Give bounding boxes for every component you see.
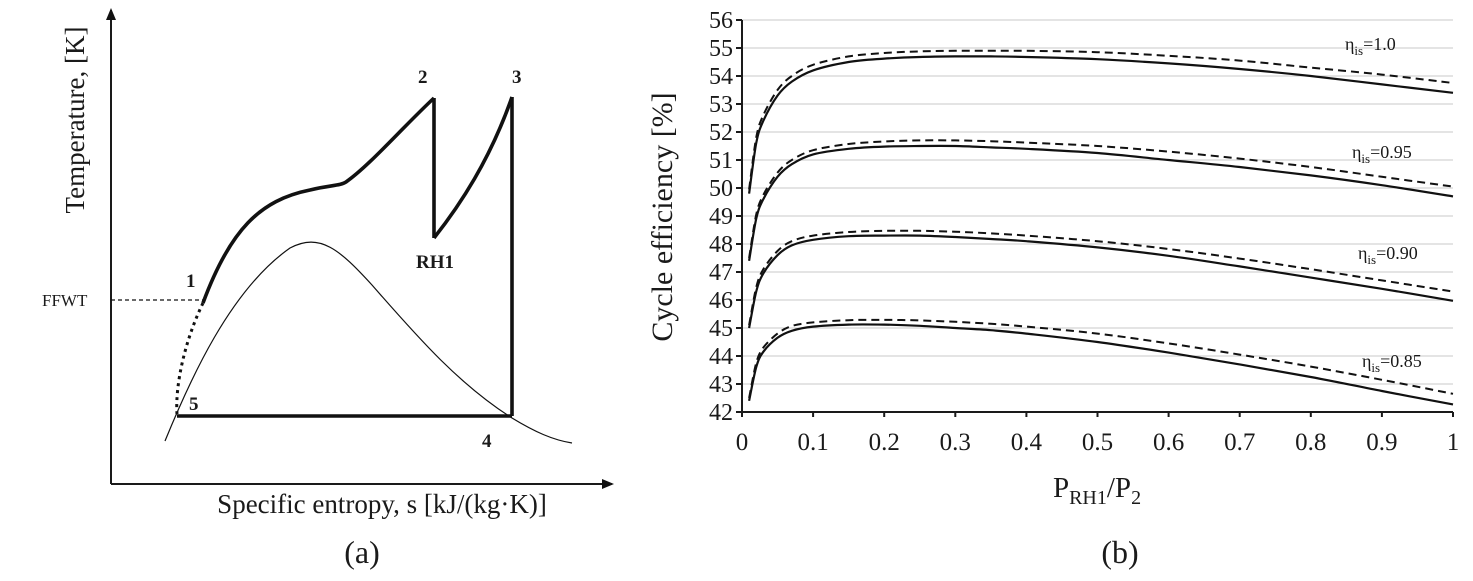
curve-label-value-1: =0.95 xyxy=(1370,142,1412,162)
point-label-5: 5 xyxy=(189,394,199,415)
chart-y-axis-label: Cycle efficiency [%] xyxy=(646,92,679,341)
y-tick-label-6: 48 xyxy=(709,232,733,258)
y-tick-label-1: 43 xyxy=(709,372,733,398)
curve-label-value-2: =0.90 xyxy=(1376,243,1418,263)
pump-segment xyxy=(175,302,205,415)
y-tick-label-10: 52 xyxy=(709,120,733,146)
curve-label-eta-3: η xyxy=(1362,351,1371,371)
x-tick-label-9: 0.9 xyxy=(1366,429,1397,456)
series-line-1-0-dashed xyxy=(748,49,1454,190)
y-tick-label-12: 54 xyxy=(709,64,733,90)
chart-x-axis-label: PRH1/P2 xyxy=(1053,472,1141,509)
x-tick-label-0: 0 xyxy=(736,429,749,456)
x-tick-label-4: 0.4 xyxy=(1011,429,1043,456)
caption-b: (b) xyxy=(1101,534,1138,570)
curve-label-eta-0: η xyxy=(1345,34,1354,54)
point-label-1: 1 xyxy=(186,271,196,292)
point-label-4: 4 xyxy=(482,431,492,452)
reheat-curve xyxy=(432,96,514,240)
curve-label-2: ηis=0.90 xyxy=(1358,243,1418,267)
series-line-1-0-solid xyxy=(748,55,1454,194)
x-tick-label-7: 0.7 xyxy=(1224,429,1255,456)
ts-x-axis-label: Specific entropy, s [kJ/(kg·K)] xyxy=(217,489,547,519)
ts-diagram: Temperature, [K] Specific entropy, s [kJ… xyxy=(42,8,614,570)
caption-a: (a) xyxy=(344,534,380,570)
point-label-2: 2 xyxy=(418,67,428,88)
y-tick-label-11: 53 xyxy=(709,92,733,118)
series-line-0-90-dashed xyxy=(748,229,1454,326)
ffwt-label: FFWT xyxy=(42,291,88,310)
curve-label-sub-2: is xyxy=(1367,252,1376,267)
y-tick-label-5: 47 xyxy=(709,260,733,286)
xlabel-mid: /P xyxy=(1107,472,1131,504)
y-tick-label-14: 56 xyxy=(709,8,733,34)
xlabel-sub2: 2 xyxy=(1131,487,1141,509)
series-line-0-85-dashed xyxy=(748,318,1454,399)
curve-label-sub-1: is xyxy=(1361,151,1370,166)
curve-label-sub-3: is xyxy=(1371,360,1380,375)
saturation-dome xyxy=(164,241,573,444)
x-tick-label-5: 0.5 xyxy=(1082,429,1113,456)
curve-label-sub-0: is xyxy=(1354,43,1363,58)
grid-layer xyxy=(742,19,1453,413)
y-tick-label-7: 49 xyxy=(709,204,733,230)
ts-y-axis-label: Temperature, [K] xyxy=(60,26,90,213)
curve-label-value-3: =0.85 xyxy=(1380,351,1422,371)
xlabel-main: P xyxy=(1053,472,1069,504)
heating-curve xyxy=(201,96,436,304)
point-label-rh1: RH1 xyxy=(416,252,454,273)
xlabel-sub1: RH1 xyxy=(1069,487,1107,509)
y-tick-label-0: 42 xyxy=(709,400,733,426)
series-line-0-85-solid xyxy=(748,323,1454,406)
series-line-0-90-solid xyxy=(748,234,1454,329)
y-tick-label-9: 51 xyxy=(709,148,733,174)
x-tick-label-2: 0.2 xyxy=(869,429,900,456)
curve-label-value-0: =1.0 xyxy=(1363,34,1396,54)
point-label-3: 3 xyxy=(512,67,522,88)
series-line-0-95-dashed xyxy=(748,139,1454,259)
x-tick-label-1: 0.1 xyxy=(797,429,828,456)
y-tick-label-8: 50 xyxy=(709,176,733,202)
y-tick-label-3: 45 xyxy=(709,316,733,342)
curve-label-3: ηis=0.85 xyxy=(1362,351,1422,375)
curve-label-1: ηis=0.95 xyxy=(1352,142,1412,166)
x-tick-label-8: 0.8 xyxy=(1295,429,1326,456)
y-tick-label-2: 44 xyxy=(709,344,733,370)
x-tick-label-6: 0.6 xyxy=(1153,429,1184,456)
curve-label-eta-1: η xyxy=(1352,142,1361,162)
x-tick-label-10: 1 xyxy=(1447,429,1460,456)
x-tick-label-3: 0.3 xyxy=(940,429,971,456)
y-tick-label-4: 46 xyxy=(709,288,733,314)
series-layer xyxy=(748,49,1454,406)
y-tick-label-13: 55 xyxy=(709,36,733,62)
curve-label-eta-2: η xyxy=(1358,243,1367,263)
curve-label-0: ηis=1.0 xyxy=(1345,34,1396,58)
series-line-0-95-solid xyxy=(748,144,1454,261)
